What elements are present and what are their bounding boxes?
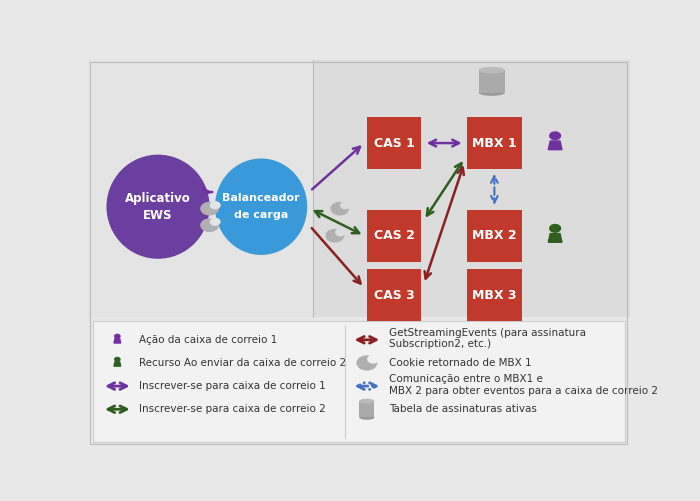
Circle shape: [115, 334, 120, 338]
Text: GetStreamingEvents (para assinatura: GetStreamingEvents (para assinatura: [389, 328, 586, 338]
Circle shape: [201, 219, 218, 231]
Circle shape: [115, 358, 120, 361]
Circle shape: [201, 202, 218, 215]
Bar: [367, 209, 421, 262]
Bar: [88, 60, 313, 317]
Bar: [468, 270, 522, 322]
Ellipse shape: [106, 155, 209, 259]
Text: de carga: de carga: [234, 210, 288, 220]
Bar: [468, 117, 522, 169]
Bar: [359, 401, 375, 417]
Text: CAS 2: CAS 2: [374, 229, 414, 242]
Ellipse shape: [479, 67, 505, 74]
Circle shape: [368, 355, 379, 363]
Bar: [468, 209, 522, 262]
Text: CAS 3: CAS 3: [374, 289, 414, 302]
Ellipse shape: [359, 415, 375, 420]
Circle shape: [211, 218, 220, 225]
Text: Cookie retornado de MBX 1: Cookie retornado de MBX 1: [389, 358, 531, 368]
Text: EWS: EWS: [144, 209, 173, 222]
Polygon shape: [114, 362, 120, 366]
Text: CAS 1: CAS 1: [374, 137, 414, 150]
Text: Inscrever-se para caixa de correio 1: Inscrever-se para caixa de correio 1: [139, 381, 326, 391]
Text: Subscription2, etc.): Subscription2, etc.): [389, 340, 491, 349]
Text: Aplicativo: Aplicativo: [125, 192, 191, 205]
Ellipse shape: [359, 399, 375, 404]
Text: MBX 1: MBX 1: [472, 137, 517, 150]
Text: Inscrever-se para caixa de correio 2: Inscrever-se para caixa de correio 2: [139, 404, 326, 414]
Polygon shape: [548, 141, 562, 150]
Ellipse shape: [215, 158, 307, 255]
Circle shape: [211, 202, 220, 208]
Bar: [367, 270, 421, 322]
Text: MBX 3: MBX 3: [472, 289, 517, 302]
Text: Balanceador: Balanceador: [223, 193, 300, 203]
Bar: [367, 117, 421, 169]
Text: Recurso Ao enviar da caixa de correio 2: Recurso Ao enviar da caixa de correio 2: [139, 358, 346, 368]
Text: MBX 2 para obter eventos para a caixa de correio 2: MBX 2 para obter eventos para a caixa de…: [389, 386, 657, 396]
Text: Ação da caixa de correio 1: Ação da caixa de correio 1: [139, 335, 277, 345]
Polygon shape: [548, 233, 562, 242]
Circle shape: [357, 356, 377, 370]
Bar: [479, 70, 505, 93]
Circle shape: [341, 202, 350, 208]
Bar: [313, 60, 630, 317]
Ellipse shape: [479, 89, 505, 96]
Circle shape: [326, 229, 344, 242]
Text: Comunicação entre o MBX1 e: Comunicação entre o MBX1 e: [389, 374, 542, 384]
Text: Tabela de assinaturas ativas: Tabela de assinaturas ativas: [389, 404, 536, 414]
Polygon shape: [114, 339, 120, 343]
Circle shape: [331, 202, 349, 215]
Bar: [93, 321, 624, 442]
Circle shape: [550, 224, 561, 232]
Text: MBX 2: MBX 2: [472, 229, 517, 242]
Circle shape: [336, 229, 345, 235]
Circle shape: [550, 132, 561, 140]
